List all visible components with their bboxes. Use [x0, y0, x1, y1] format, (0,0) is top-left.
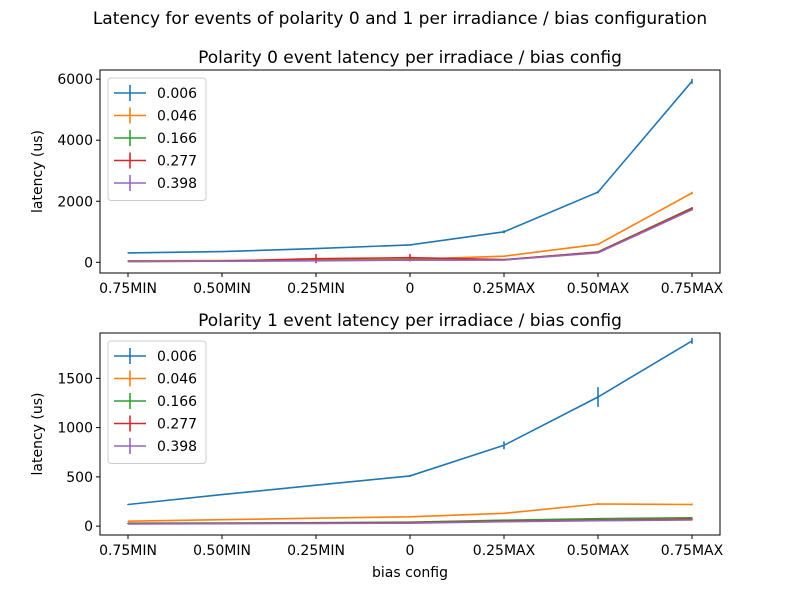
- legend-label: 0.277: [157, 417, 197, 433]
- y-tick-label: 2000: [57, 194, 93, 210]
- x-tick-label: 0.75MIN: [99, 543, 157, 559]
- legend-label: 0.166: [157, 394, 197, 410]
- subplot-polarity-1: Polarity 1 event latency per irradiace /…: [30, 311, 724, 581]
- x-tick-label: 0.25MIN: [287, 543, 345, 559]
- chart-title: Polarity 0 event latency per irradiace /…: [198, 48, 622, 68]
- y-axis-label: latency (us): [30, 130, 46, 213]
- legend-label: 0.006: [157, 86, 197, 102]
- legend-label: 0.398: [157, 176, 197, 192]
- y-tick-label: 1500: [57, 371, 93, 387]
- x-tick-label: 0.50MIN: [193, 543, 251, 559]
- x-tick-label: 0.75MAX: [661, 281, 724, 297]
- legend-box: [107, 340, 207, 464]
- x-tick-label: 0: [406, 281, 415, 297]
- subplot-polarity-0: Polarity 0 event latency per irradiace /…: [30, 48, 724, 297]
- legend-label: 0.398: [157, 439, 197, 455]
- x-tick-label: 0.75MIN: [99, 281, 157, 297]
- x-tick-label: 0.50MAX: [567, 543, 630, 559]
- y-axis-label: latency (us): [30, 393, 46, 476]
- x-tick-label: 0.50MAX: [567, 281, 630, 297]
- x-tick-label: 0.25MAX: [473, 543, 536, 559]
- x-tick-label: 0.75MAX: [661, 543, 724, 559]
- x-tick-label: 0.50MIN: [193, 281, 251, 297]
- figure-suptitle: Latency for events of polarity 0 and 1 p…: [92, 9, 708, 29]
- legend-label: 0.046: [157, 109, 197, 125]
- series-line-0.046: [127, 192, 693, 262]
- x-tick-label: 0.25MIN: [287, 281, 345, 297]
- legend-label: 0.046: [157, 372, 197, 388]
- x-tick-label: 0: [406, 543, 415, 559]
- series-line-0.398: [127, 209, 693, 263]
- y-tick-label: 4000: [57, 133, 93, 149]
- y-tick-label: 1000: [57, 421, 93, 437]
- chart-title: Polarity 1 event latency per irradiace /…: [198, 311, 622, 331]
- legend-label: 0.166: [157, 131, 197, 147]
- x-tick-label: 0.25MAX: [473, 281, 536, 297]
- y-tick-label: 6000: [57, 72, 93, 88]
- legend-label: 0.277: [157, 154, 197, 170]
- y-tick-label: 0: [84, 255, 93, 271]
- series-line-0.006: [127, 80, 693, 254]
- series-line-0.006: [127, 340, 693, 506]
- series-line-0.277: [127, 207, 693, 263]
- series-line-0.166: [127, 207, 693, 263]
- legend-label: 0.006: [157, 349, 197, 365]
- x-axis-label: bias config: [372, 565, 448, 581]
- y-tick-label: 500: [66, 470, 93, 486]
- y-tick-label: 0: [84, 519, 93, 535]
- legend-box: [107, 77, 207, 201]
